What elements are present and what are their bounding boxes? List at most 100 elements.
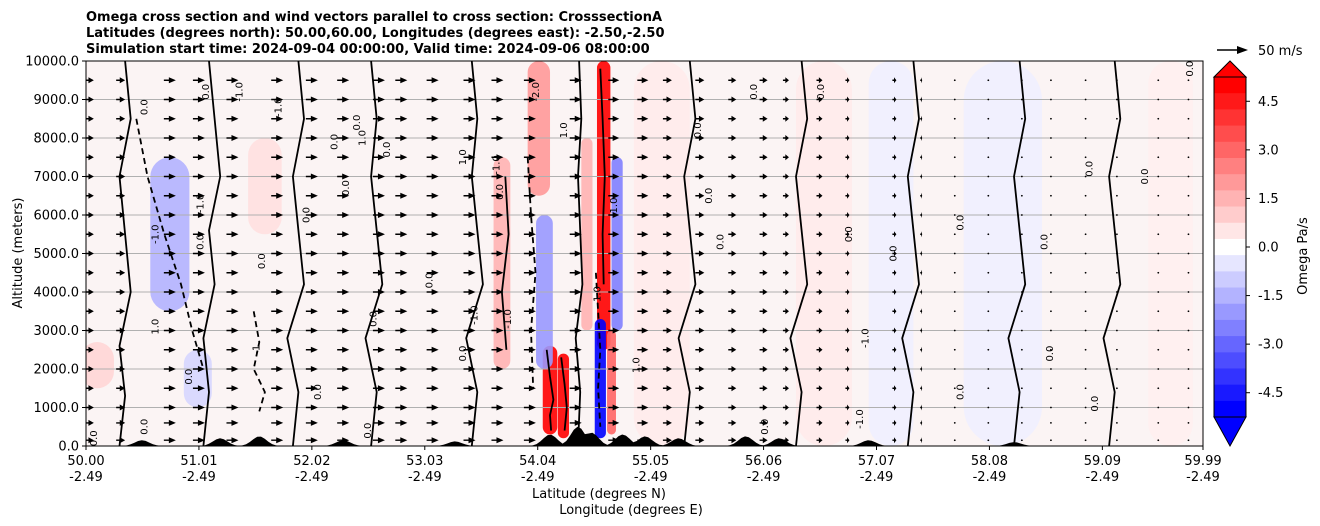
contour-label-50: 0.0 <box>341 180 352 196</box>
wind-vector-8-4 <box>372 366 385 372</box>
wind-vector-9-8 <box>395 289 408 295</box>
colorbar-label: Omega Pa/s <box>1296 217 1311 295</box>
wind-vector-2-6 <box>163 327 176 334</box>
wind-vector-28-18 <box>1020 98 1023 101</box>
wind-vector-31-6 <box>1116 329 1118 332</box>
wind-vector-2-14 <box>163 173 176 180</box>
wind-vector-17-18 <box>662 96 672 103</box>
wind-vector-29-16 <box>1050 137 1052 139</box>
wind-vector-21-17 <box>782 115 789 122</box>
wind-vector-30-5 <box>1084 348 1087 351</box>
wind-vector-15-8 <box>608 289 620 295</box>
wind-vector-23-10 <box>845 250 850 257</box>
colorbar-band <box>1214 206 1246 223</box>
wind-vector-8-5 <box>372 346 385 353</box>
wind-vector-24-10 <box>892 250 897 257</box>
wind-vector-16-19 <box>637 77 649 84</box>
wind-vector-12-9 <box>491 269 504 276</box>
omega-region-8 <box>493 157 511 369</box>
colorbar-band <box>1214 255 1246 272</box>
wind-vector-9-14 <box>395 173 408 180</box>
wind-vector-11-13 <box>463 192 476 199</box>
wind-vector-32-2 <box>1157 406 1160 409</box>
wind-vector-16-2 <box>637 404 649 411</box>
wind-vector-28-1 <box>1020 422 1023 424</box>
wind-vector-24-16 <box>892 135 897 141</box>
wind-vector-25-9 <box>920 269 923 276</box>
wind-vector-7-9 <box>337 269 350 276</box>
wind-vector-27-4 <box>987 368 990 370</box>
wind-vector-9-9 <box>395 269 408 276</box>
wind-vector-29-18 <box>1050 98 1052 101</box>
wind-vector-18-2 <box>695 404 705 411</box>
wind-vector-33-15 <box>1187 156 1190 159</box>
wind-vector-17-17 <box>662 115 672 122</box>
colorbar-band <box>1214 271 1246 288</box>
wind-vector-20-3 <box>759 385 768 392</box>
wind-vector-31-11 <box>1116 233 1118 236</box>
wind-vector-26-19 <box>953 79 956 82</box>
wind-vector-3-13 <box>192 192 205 199</box>
wind-vector-5-12 <box>271 212 284 218</box>
wind-vector-32-8 <box>1157 291 1160 293</box>
wind-vector-28-0 <box>1020 439 1023 442</box>
wind-vector-29-3 <box>1050 387 1052 390</box>
wind-vector-4-13 <box>226 192 239 199</box>
wind-vector-12-5 <box>491 346 504 353</box>
wind-vector-7-7 <box>337 308 350 315</box>
wind-vector-3-4 <box>192 366 205 372</box>
wind-vector-19-12 <box>728 212 737 218</box>
wind-vector-30-9 <box>1084 271 1087 274</box>
wind-vector-19-14 <box>728 173 737 180</box>
contour-label-42: 0.0 <box>760 419 771 435</box>
wind-vector-0-13 <box>86 192 94 199</box>
colorbar-band <box>1214 190 1246 207</box>
wind-vector-7-13 <box>337 192 350 199</box>
wind-vector-25-4 <box>920 366 923 372</box>
contour-line-2 <box>286 61 305 446</box>
wind-vector-12-8 <box>491 289 504 295</box>
wind-vector-11-5 <box>463 346 476 353</box>
wind-vector-16-4 <box>637 366 649 372</box>
wind-vector-29-11 <box>1050 233 1052 236</box>
contour-line-17 <box>560 357 568 431</box>
y-tick-label-10: 10000.0 <box>25 55 79 70</box>
wind-vector-17-7 <box>662 308 672 315</box>
wind-vector-1-4 <box>116 366 126 372</box>
contour-line-7 <box>789 61 809 446</box>
wind-vector-33-3 <box>1187 387 1190 390</box>
wind-vector-2-15 <box>163 154 176 161</box>
wind-vector-29-13 <box>1050 194 1052 197</box>
wind-vector-9-10 <box>395 250 408 257</box>
wind-vector-6-7 <box>305 308 318 315</box>
wind-vector-11-11 <box>463 231 476 238</box>
wind-vector-13-1 <box>523 419 536 426</box>
wind-vector-10-14 <box>426 173 439 180</box>
wind-vector-17-13 <box>662 192 672 199</box>
wind-vector-30-19 <box>1084 79 1087 82</box>
wind-vector-18-9 <box>695 269 705 276</box>
wind-vector-13-4 <box>523 366 536 372</box>
wind-vector-21-15 <box>782 154 789 161</box>
wind-vector-26-15 <box>953 156 956 159</box>
contour-line-5 <box>574 61 584 446</box>
wind-vector-1-1 <box>116 419 126 426</box>
wind-vector-20-0 <box>759 437 768 444</box>
wind-vector-9-1 <box>395 419 408 426</box>
wind-vector-24-17 <box>892 115 897 122</box>
wind-vector-6-10 <box>305 250 318 257</box>
wind-vector-4-14 <box>226 173 239 180</box>
wind-vector-15-19 <box>608 77 620 84</box>
wind-vector-18-0 <box>695 437 705 444</box>
wind-vector-16-10 <box>637 250 649 257</box>
wind-vector-16-13 <box>637 192 649 199</box>
x-tick-lon-3: -2.49 <box>408 470 442 485</box>
wind-vector-3-17 <box>192 115 205 122</box>
colorbar-band <box>1214 238 1246 256</box>
contour-label-29: 0.0 <box>816 84 827 100</box>
y-axis-label: Altitude (meters) <box>11 198 26 309</box>
wind-vector-10-13 <box>426 192 439 199</box>
wind-vector-26-18 <box>953 98 956 101</box>
wind-vector-0-6 <box>86 327 94 334</box>
wind-vector-20-2 <box>759 404 768 411</box>
